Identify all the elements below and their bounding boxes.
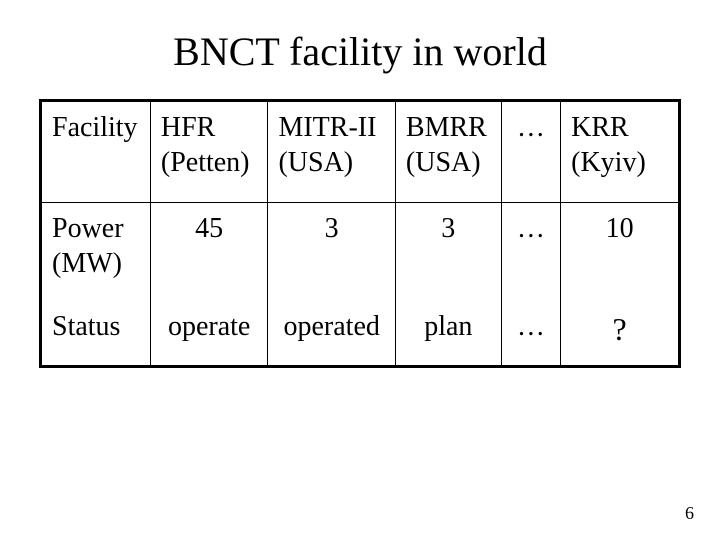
row-status-krr-value: ?	[612, 311, 626, 347]
header-hfr: HFR (Petten)	[150, 101, 268, 203]
header-bmrr-line1: BMRR	[406, 110, 491, 145]
header-dots: …	[501, 101, 560, 203]
table-row: Facility HFR (Petten) MITR-II (USA) BMRR…	[41, 101, 680, 203]
row-status-krr: ?	[561, 301, 680, 367]
row-status-bmrr: plan	[395, 301, 501, 367]
table-row: Power (MW) 45 3 3 … 10	[41, 203, 680, 302]
header-mitr-line2: (USA)	[278, 145, 384, 180]
header-bmrr-line2: (USA)	[406, 145, 491, 180]
header-krr-line2: (Kyiv)	[571, 145, 668, 180]
row-power-label-line1: Power	[52, 211, 140, 246]
row-power-bmrr: 3	[395, 203, 501, 302]
facility-table: Facility HFR (Petten) MITR-II (USA) BMRR…	[39, 99, 681, 368]
header-hfr-line2: (Petten)	[161, 145, 258, 180]
header-krr: KRR (Kyiv)	[561, 101, 680, 203]
header-facility: Facility	[41, 101, 151, 203]
header-hfr-line1: HFR	[161, 110, 258, 145]
header-mitr: MITR-II (USA)	[268, 101, 395, 203]
row-status-mitr: operated	[268, 301, 395, 367]
row-power-dots: …	[501, 203, 560, 302]
slide-title: BNCT facility in world	[0, 0, 720, 99]
header-krr-line1: KRR	[571, 110, 668, 145]
row-status-hfr: operate	[150, 301, 268, 367]
table-row: Status operate operated plan … ?	[41, 301, 680, 367]
row-status-label: Status	[41, 301, 151, 367]
facility-table-container: Facility HFR (Petten) MITR-II (USA) BMRR…	[39, 99, 681, 368]
row-power-mitr: 3	[268, 203, 395, 302]
row-power-hfr: 45	[150, 203, 268, 302]
header-mitr-line1: MITR-II	[278, 110, 384, 145]
header-bmrr: BMRR (USA)	[395, 101, 501, 203]
row-power-krr: 10	[561, 203, 680, 302]
row-power-label: Power (MW)	[41, 203, 151, 302]
row-power-label-line2: (MW)	[52, 246, 140, 281]
page-number: 6	[685, 503, 694, 524]
row-status-dots: …	[501, 301, 560, 367]
